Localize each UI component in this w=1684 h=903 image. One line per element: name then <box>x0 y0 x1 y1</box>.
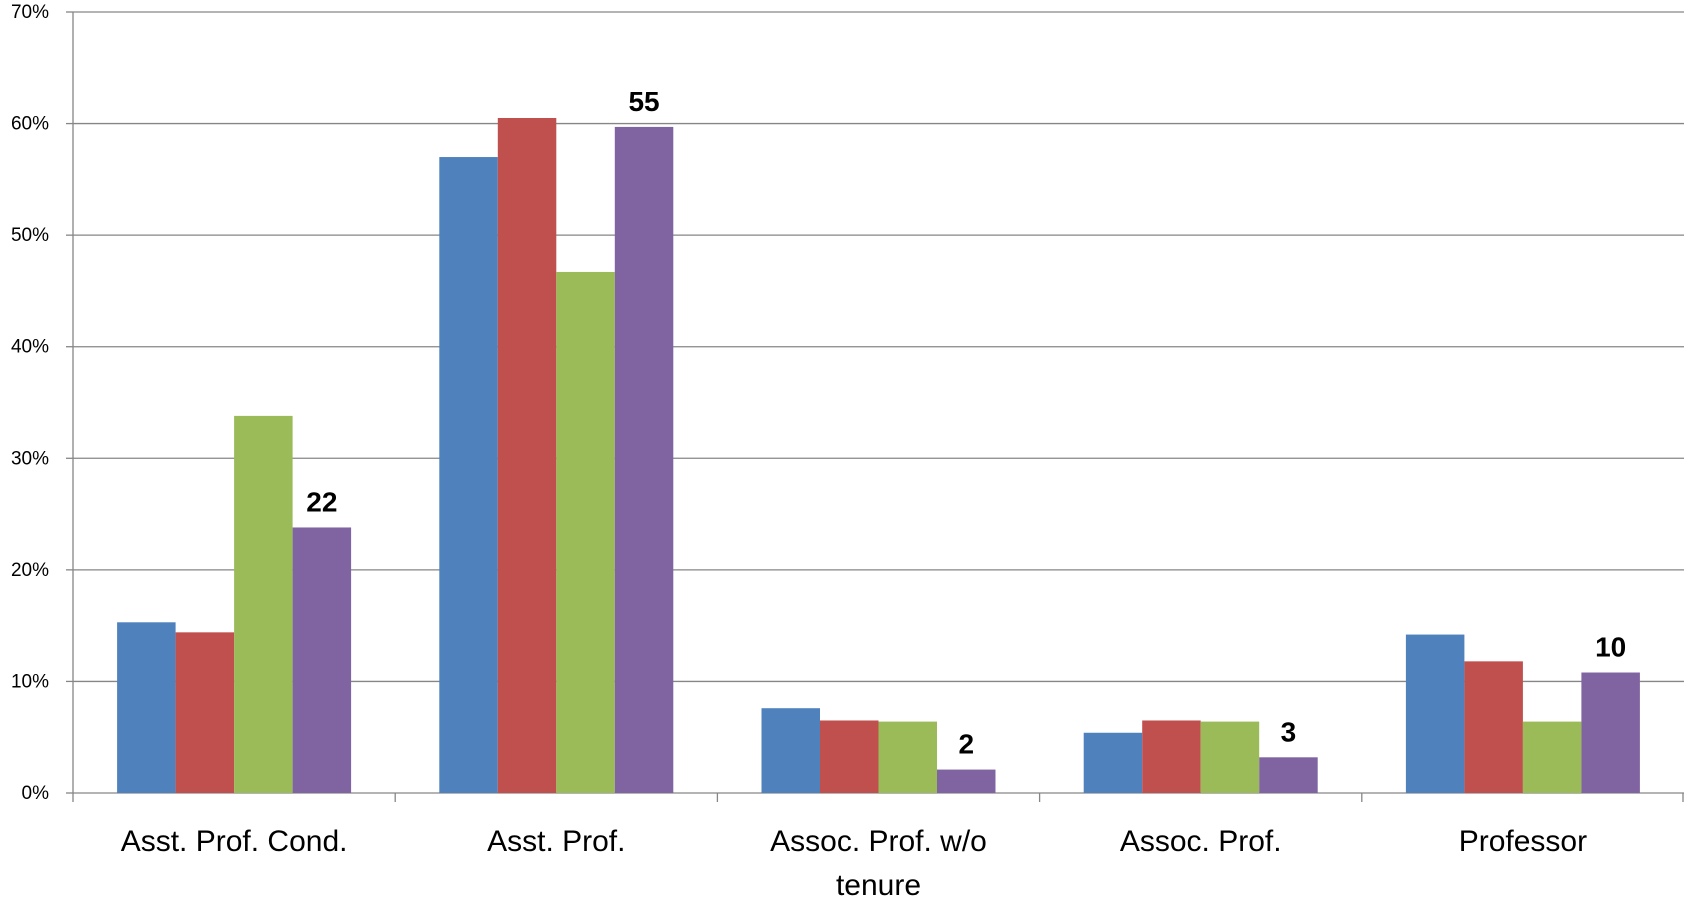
bar <box>1581 672 1640 793</box>
category-label: Assoc. Prof. w/o tenure <box>770 825 987 902</box>
bar <box>1522 721 1582 793</box>
labels: 0% 10% 20% 30% 40% 50% 60% 70% 22 Asst. Prof. Con… <box>11 2 1626 902</box>
category-label: Asst. Prof. Cond. <box>121 825 348 858</box>
data-label: 55 <box>628 86 659 117</box>
bar <box>1142 720 1201 793</box>
y-tick-label: 30% <box>11 448 49 469</box>
data-label: 22 <box>306 486 337 517</box>
y-tick-label: 70% <box>11 2 49 23</box>
bar <box>497 117 557 793</box>
category-label-line: tenure <box>836 869 921 902</box>
bar <box>234 415 293 793</box>
bar <box>292 527 352 793</box>
bar <box>878 721 937 793</box>
y-tick-label: 0% <box>22 783 50 804</box>
category-label-line: Assoc. Prof. <box>1120 825 1282 858</box>
bar <box>1464 661 1523 793</box>
y-tick-label: 20% <box>11 560 49 581</box>
category-label: Asst. Prof. <box>487 825 625 858</box>
bar <box>1200 721 1260 793</box>
y-tick-label: 40% <box>11 337 49 358</box>
bar <box>439 157 498 794</box>
y-tick-label: 10% <box>11 671 49 692</box>
bar <box>1083 732 1143 793</box>
category-label-line: Asst. Prof. <box>487 825 625 858</box>
category-label-line: Asst. Prof. Cond. <box>121 825 348 858</box>
category-label-line: Professor <box>1459 825 1587 858</box>
data-label: 3 <box>1281 716 1297 747</box>
category-label: Professor <box>1459 825 1587 858</box>
bar <box>117 622 176 793</box>
bar <box>1259 757 1318 793</box>
category-label-line: Assoc. Prof. w/o <box>770 825 987 858</box>
bar <box>1405 634 1465 793</box>
bars <box>117 117 1640 794</box>
bar <box>820 720 879 793</box>
y-tick-label: 50% <box>11 225 49 246</box>
bar <box>761 708 820 793</box>
bar <box>614 126 674 793</box>
y-tick-label: 60% <box>11 114 49 135</box>
bar <box>937 769 996 793</box>
category-label: Assoc. Prof. <box>1120 825 1282 858</box>
data-label: 10 <box>1595 632 1626 663</box>
bar <box>556 271 615 793</box>
bar <box>175 632 235 793</box>
data-label: 2 <box>958 729 974 760</box>
